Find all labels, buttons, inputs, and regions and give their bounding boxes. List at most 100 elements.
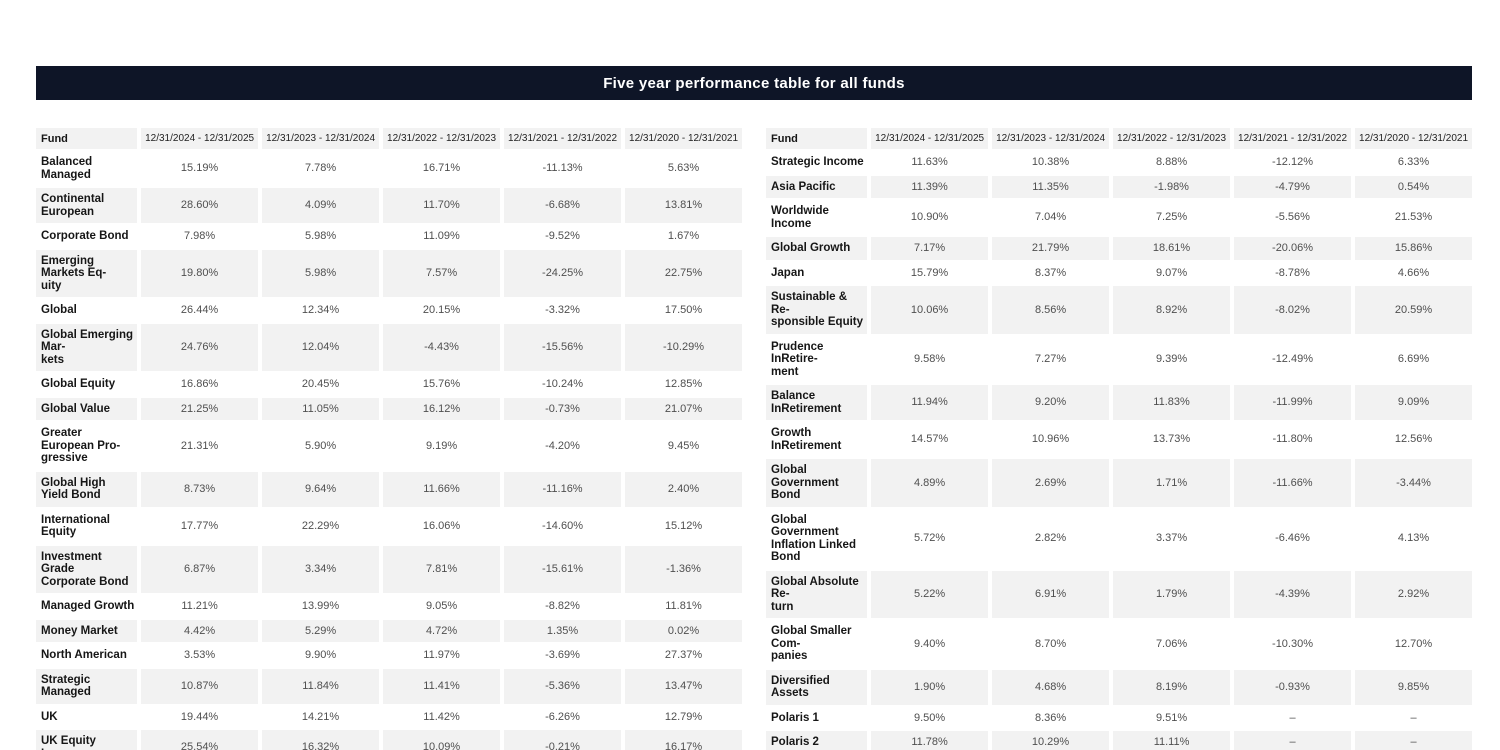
table-row: Global Government Bond 4.89% 2.69% 1.71% -11… bbox=[766, 459, 1472, 507]
table-row: Polaris 2 11.78% 10.29% 11.11% – – bbox=[766, 731, 1472, 750]
performance-value-cell: -12.12% bbox=[1272, 156, 1314, 168]
performance-value-cell: 8.92% bbox=[1113, 286, 1231, 334]
performance-value-cell: 9.85% bbox=[1355, 669, 1472, 705]
table-row: Sustainable & Re- sponsible Equity 10.06%… bbox=[766, 286, 1472, 334]
performance-value-cell: -10.30% bbox=[1272, 637, 1314, 650]
table-row: North American 3.53% 9.90% 11.97% -3.69% 27.3… bbox=[36, 644, 742, 667]
performance-value-cell: -9.52% bbox=[545, 230, 580, 242]
performance-value-cell: -4.20% bbox=[545, 439, 580, 452]
performance-value-cell: – bbox=[1289, 711, 1296, 724]
performance-value-cell: 11.11% bbox=[1113, 731, 1231, 750]
fund-name-cell: Balance InRetirement bbox=[766, 385, 868, 420]
table-row: UK Equity Income25.54%16.32%10.09%-0.21%… bbox=[36, 730, 742, 750]
performance-value-cell: 9.58% bbox=[913, 353, 946, 365]
performance-value-cell: 1.71% bbox=[1113, 459, 1231, 507]
performance-value-cell: 16.32% bbox=[262, 730, 380, 750]
performance-value-cell: 10.06% bbox=[871, 286, 989, 334]
performance-value-cell: 19.44% bbox=[180, 710, 219, 723]
performance-value-cell: 11.78% bbox=[871, 731, 989, 750]
fund-name-cell: Polaris 1 bbox=[771, 711, 819, 724]
performance-value-cell: 12.34% bbox=[301, 304, 340, 316]
date-range-column-header: 12/31/2023 - 12/31/2024 bbox=[992, 128, 1110, 149]
table-row: Prudence InRetire- ment 9.58% 7.27% 9.39% -1… bbox=[766, 336, 1472, 384]
performance-value-cell: 7.25% bbox=[1155, 211, 1188, 224]
performance-value-cell: 4.13% bbox=[1397, 532, 1430, 545]
performance-value-cell: 9.20% bbox=[992, 385, 1110, 420]
performance-value-cell: 4.68% bbox=[992, 669, 1110, 705]
performance-value-cell: 5.63% bbox=[667, 162, 700, 175]
table-row: Strategic Managed 10.87% 11.84% 11.41% -5.36… bbox=[36, 668, 742, 704]
performance-value-cell: -3.69% bbox=[545, 649, 580, 661]
fund-name-cell: UK Equity Income bbox=[36, 730, 138, 750]
performance-value-cell: 17.50% bbox=[664, 304, 703, 316]
table-row: Global Smaller Com- panies 9.40% 8.70% 7.06… bbox=[766, 620, 1472, 668]
performance-value-cell: 11.83% bbox=[1113, 385, 1231, 420]
fund-name-cell: Polaris 2 bbox=[766, 731, 868, 750]
table-row: UK 19.44% 14.21% 11.42% -6.26% 12.79% bbox=[36, 706, 742, 729]
performance-value-cell: 11.41% bbox=[383, 668, 501, 704]
performance-value-cell: 16.86% bbox=[180, 378, 219, 390]
performance-value-cell: -8.82% bbox=[545, 600, 580, 612]
performance-value-cell: 9.19% bbox=[425, 439, 458, 452]
table-row: Balance InRetirement 11.94% 9.20% 11.83% -11… bbox=[766, 385, 1472, 420]
fund-name-cell: Continental European bbox=[36, 188, 138, 223]
performance-value-cell: -15.61% bbox=[504, 545, 622, 593]
performance-value-cell: 7.57% bbox=[383, 249, 501, 297]
performance-value-cell: 22.29% bbox=[301, 519, 340, 532]
performance-value-cell: 11.70% bbox=[383, 188, 501, 223]
performance-value-cell: 10.09% bbox=[383, 730, 501, 750]
performance-value-cell: 10.29% bbox=[992, 731, 1110, 750]
table-row: Asia Pacific 11.39% 11.35% -1.98% -4.79% 0.54… bbox=[766, 175, 1472, 198]
performance-value-cell: -11.13% bbox=[542, 162, 583, 175]
fund-name-cell: Money Market bbox=[36, 619, 138, 642]
performance-value-cell: -11.16% bbox=[504, 471, 622, 507]
performance-value-cell: 16.12% bbox=[383, 397, 501, 420]
performance-value-cell: 8.37% bbox=[1034, 266, 1067, 279]
performance-value-cell: 20.59% bbox=[1355, 286, 1472, 334]
performance-value-cell: -24.25% bbox=[504, 249, 622, 297]
performance-value-cell: 8.56% bbox=[992, 286, 1110, 334]
performance-value-cell: 12.79% bbox=[664, 710, 703, 723]
performance-value-cell: 11.97% bbox=[423, 649, 460, 661]
table-row: Polaris 1 9.50% 8.36% 9.51% – – bbox=[766, 707, 1472, 730]
performance-value-cell: -5.56% bbox=[1275, 211, 1310, 224]
performance-value-cell: – bbox=[1234, 731, 1352, 750]
performance-value-cell: 10.87% bbox=[141, 668, 259, 704]
performance-table-right: Fund 12/31/2024 - 12/31/2025 12/31/2023 - … bbox=[762, 126, 1476, 750]
table-row: Global Growth 7.17% 21.79% 18.61% -20.06% 15.… bbox=[766, 237, 1472, 260]
fund-name-cell: Asia Pacific bbox=[766, 175, 868, 198]
fund-name-cell: Global Absolute Re- turn bbox=[766, 570, 868, 618]
performance-value-cell: 5.98% bbox=[262, 249, 380, 297]
column-header-row: Fund 12/31/2024 - 12/31/2025 12/31/2023 - … bbox=[36, 128, 742, 149]
performance-value-cell: 7.17% bbox=[871, 237, 989, 260]
performance-value-cell: 10.38% bbox=[1031, 156, 1070, 168]
performance-value-cell: 9.05% bbox=[425, 600, 458, 612]
performance-value-cell: 8.73% bbox=[141, 471, 259, 507]
column-header-row: Fund 12/31/2024 - 12/31/2025 12/31/2023 - … bbox=[766, 128, 1472, 149]
fund-name-cell: Global bbox=[41, 304, 77, 316]
fund-name-cell: International Equity bbox=[41, 513, 111, 539]
title-bar: Five year performance table for all fund… bbox=[36, 66, 1472, 100]
performance-value-cell: 21.53% bbox=[1394, 211, 1433, 224]
fund-name-cell: Global Smaller Com- panies bbox=[771, 625, 852, 662]
performance-value-cell: 4.72% bbox=[383, 619, 501, 642]
fund-name-cell: Japan bbox=[771, 266, 805, 279]
tables-container: Fund 12/31/2024 - 12/31/2025 12/31/2023 - … bbox=[32, 126, 1476, 750]
fund-name-cell: Prudence InRetire- ment bbox=[771, 340, 824, 378]
fund-name-cell: Global Growth bbox=[766, 237, 868, 260]
performance-value-cell: 11.84% bbox=[262, 668, 380, 704]
performance-value-cell: 24.76% bbox=[141, 323, 259, 371]
date-range-column-header: 12/31/2020 - 12/31/2021 bbox=[1355, 128, 1472, 149]
performance-value-cell: 7.81% bbox=[383, 545, 501, 593]
performance-value-cell: 15.19% bbox=[180, 162, 219, 175]
fund-name-cell: Diversified Assets bbox=[766, 669, 868, 705]
performance-value-cell: 4.09% bbox=[262, 188, 380, 223]
performance-value-cell: 0.54% bbox=[1355, 175, 1472, 198]
performance-value-cell: 13.99% bbox=[301, 600, 340, 612]
performance-value-cell: 9.09% bbox=[1355, 385, 1472, 420]
table-row: Worldwide Income 10.90% 7.04% 7.25% -5.56% 21… bbox=[766, 200, 1472, 235]
performance-value-cell: 21.79% bbox=[992, 237, 1110, 260]
table-row: Investment Grade Corporate Bond 6.87% 3.34… bbox=[36, 545, 742, 593]
performance-value-cell: -0.21% bbox=[504, 730, 622, 750]
table-row: Managed Growth 11.21% 13.99% 9.05% -8.82% 11.… bbox=[36, 595, 742, 618]
